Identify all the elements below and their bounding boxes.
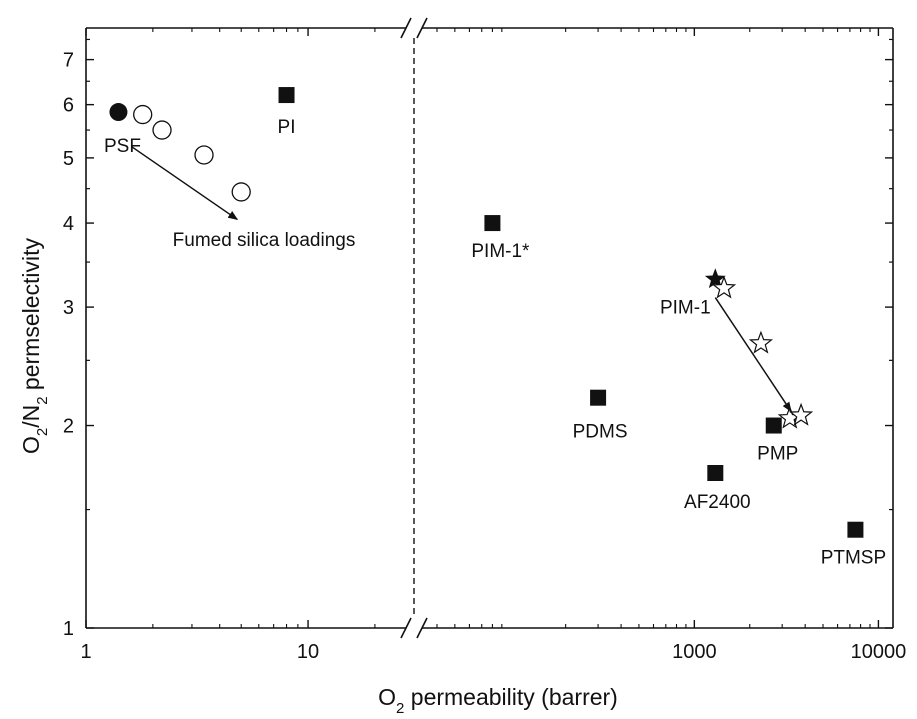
y-tick-label: 1 [63, 618, 74, 640]
annotation-label: Fumed silica loadings [173, 230, 356, 251]
data-point-square [484, 215, 501, 232]
point-label: PIM-1* [471, 241, 530, 262]
axes [85, 17, 894, 639]
x-tick-label: 1000 [672, 641, 717, 663]
x-axis-title: O2 permeability (barrer) [378, 684, 618, 717]
data-point-square [707, 465, 724, 482]
x-tick-label: 10000 [851, 641, 907, 663]
annotation-arrow [130, 145, 239, 221]
point-label: PTMSP [821, 548, 886, 569]
y-tick-label: 6 [63, 95, 74, 117]
chart-marks [109, 87, 864, 538]
data-point-open-circle [133, 104, 153, 125]
data-point-square [847, 521, 864, 538]
data-point-filled-star [704, 268, 726, 289]
point-label: AF2400 [684, 492, 751, 513]
data-point-square [765, 417, 782, 434]
y-tick-label: 4 [63, 213, 74, 235]
axis-break-slash [400, 617, 412, 639]
point-label: PMP [757, 444, 798, 465]
y-tick-label: 3 [63, 297, 74, 319]
y-tick-label: 2 [63, 416, 74, 438]
y-tick-label: 5 [63, 148, 74, 170]
point-label: PDMS [573, 422, 628, 443]
data-point-open-star [711, 275, 737, 299]
data-point-open-circle [231, 182, 251, 202]
data-point-square [590, 389, 607, 406]
data-point-open-circle [194, 145, 214, 165]
axis-break-slash [416, 617, 428, 639]
data-point-open-circle [152, 120, 172, 140]
data-point-filled-circle [109, 103, 128, 122]
annotation-arrow [714, 297, 792, 413]
x-tick-label: 1 [80, 641, 91, 663]
data-point-square [278, 87, 295, 104]
point-label: PSF [104, 136, 141, 157]
axis-break-slash [400, 17, 412, 39]
x-tick-label: 10 [297, 641, 319, 663]
data-point-open-star [788, 402, 814, 426]
point-label: PIM-1 [660, 297, 711, 318]
y-tick-label: 7 [63, 50, 74, 72]
data-point-open-star [748, 330, 774, 354]
point-label: PI [278, 117, 296, 138]
chart-labels: 1 2 3 4 5 6 7 1 10 1000 10000 PI PIM-1* PDMS AF2400 PMP… [63, 50, 906, 663]
axis-break-slash [416, 17, 428, 39]
y-axis-title: O2/N2 permselectivity [18, 237, 51, 454]
